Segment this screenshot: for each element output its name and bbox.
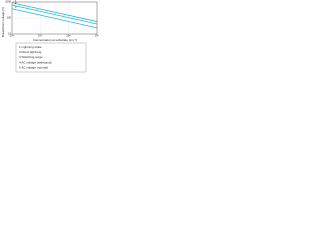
- legend-box: [15, 42, 87, 73]
- legend-entry: 1 Lightning strike: [19, 45, 42, 49]
- series-label: 3: [15, 5, 17, 9]
- x-tick-label: 10¹⁴: [10, 34, 15, 38]
- x-axis-title: Concentration at substrate (cm⁻³): [33, 38, 78, 42]
- series-label: 1: [15, 0, 17, 3]
- series-line: [11, 2, 98, 22]
- y-tick-label: 100: [7, 16, 12, 20]
- series-line: [11, 8, 98, 29]
- series-label: 2: [15, 1, 17, 5]
- y-tick-label: 10: [8, 32, 11, 36]
- legend-entry: 5 AC voltage (normal): [19, 66, 48, 70]
- plot-frame: [11, 1, 98, 35]
- series-line: [11, 4, 98, 25]
- y-tick-label: 1000: [5, 0, 11, 4]
- x-tick-label: 10¹⁷: [95, 34, 100, 38]
- legend-entry: 2 Direct lightning: [19, 50, 42, 54]
- legend-entry: 3 Switching surge: [19, 55, 43, 59]
- legend-entry: 4 AC voltage (withstand): [19, 60, 52, 64]
- chart: Breakdown voltage (V) Concentration at s…: [1, 0, 100, 73]
- x-tick-label: 10¹⁶: [66, 34, 71, 38]
- y-axis-title: Breakdown voltage (V): [1, 7, 5, 37]
- x-tick-label: 10¹⁵: [38, 34, 43, 38]
